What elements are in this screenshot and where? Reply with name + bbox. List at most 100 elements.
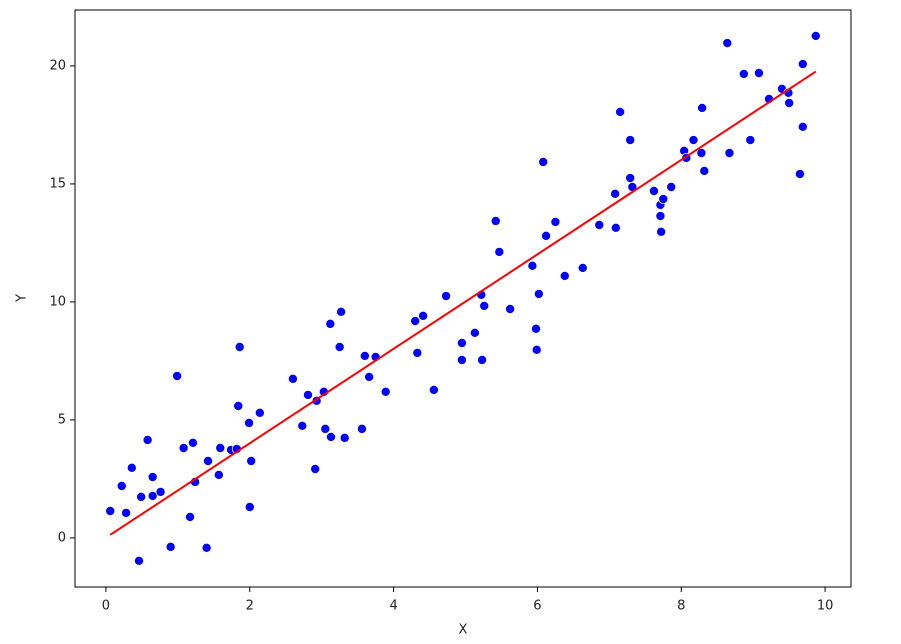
- y-tick-label: 10: [49, 294, 66, 309]
- point: [656, 226, 667, 237]
- x-tick-label: 4: [389, 599, 397, 614]
- point: [477, 354, 488, 365]
- point: [233, 400, 244, 411]
- point: [753, 68, 764, 79]
- point: [134, 555, 145, 566]
- point: [538, 156, 549, 167]
- point: [254, 407, 265, 418]
- point: [213, 469, 224, 480]
- point: [722, 38, 733, 49]
- point: [203, 455, 214, 466]
- point: [320, 423, 331, 434]
- x-tick-label: 10: [817, 599, 834, 614]
- point: [531, 344, 542, 355]
- point: [625, 135, 636, 146]
- point: [533, 288, 544, 299]
- point: [380, 386, 391, 397]
- point: [441, 291, 452, 302]
- point: [155, 486, 166, 497]
- point: [658, 194, 669, 205]
- point: [287, 373, 298, 384]
- point: [797, 59, 808, 70]
- point: [359, 350, 370, 361]
- point: [325, 318, 336, 329]
- point: [185, 511, 196, 522]
- point: [326, 431, 337, 442]
- point: [246, 455, 257, 466]
- point: [697, 102, 708, 113]
- point: [456, 354, 467, 365]
- point: [172, 371, 183, 382]
- point: [142, 434, 153, 445]
- point: [126, 462, 137, 473]
- point: [666, 181, 677, 192]
- point: [136, 491, 147, 502]
- point: [356, 423, 367, 434]
- point: [215, 443, 226, 454]
- point: [610, 188, 621, 199]
- point: [625, 173, 636, 184]
- point: [724, 148, 735, 159]
- x-tick-label: 0: [102, 599, 110, 614]
- point: [688, 135, 699, 146]
- point: [418, 310, 429, 321]
- point: [297, 420, 308, 431]
- point: [244, 417, 255, 428]
- point: [594, 219, 605, 230]
- point: [412, 347, 423, 358]
- x-axis-label: X: [459, 623, 468, 638]
- point: [147, 472, 158, 483]
- y-tick-label: 5: [58, 412, 66, 427]
- point: [410, 316, 421, 327]
- point: [147, 490, 158, 501]
- point: [559, 270, 570, 281]
- point: [105, 506, 116, 517]
- point: [527, 260, 538, 271]
- point: [577, 262, 588, 273]
- x-tick-label: 6: [533, 599, 541, 614]
- point: [234, 341, 245, 352]
- point: [201, 542, 212, 553]
- plot-frame: [74, 9, 852, 588]
- point: [610, 222, 621, 233]
- point: [505, 304, 516, 315]
- point: [810, 30, 821, 41]
- point: [339, 432, 350, 443]
- y-axis-label: Y: [15, 294, 30, 303]
- point: [456, 337, 467, 348]
- y-tick-label: 0: [58, 530, 66, 545]
- point: [696, 148, 707, 159]
- point: [784, 97, 795, 108]
- point: [310, 464, 321, 475]
- point: [699, 165, 710, 176]
- point: [244, 501, 255, 512]
- point: [745, 135, 756, 146]
- point: [494, 246, 505, 257]
- point: [364, 371, 375, 382]
- point: [615, 106, 626, 117]
- y-tick-label: 20: [49, 58, 66, 73]
- point: [479, 300, 490, 311]
- point: [336, 306, 347, 317]
- x-tick-label: 8: [677, 599, 685, 614]
- y-tick-label: 15: [49, 176, 66, 191]
- point: [550, 216, 561, 227]
- point: [165, 541, 176, 552]
- point: [648, 186, 659, 197]
- point: [490, 215, 501, 226]
- point: [303, 389, 314, 400]
- point: [541, 230, 552, 241]
- point: [530, 323, 541, 334]
- point: [738, 68, 749, 79]
- point: [655, 211, 666, 222]
- point: [334, 341, 345, 352]
- point: [469, 327, 480, 338]
- point: [116, 480, 127, 491]
- x-tick-label: 2: [246, 599, 254, 614]
- point: [797, 121, 808, 132]
- point: [428, 384, 439, 395]
- point: [178, 443, 189, 454]
- point: [794, 169, 805, 180]
